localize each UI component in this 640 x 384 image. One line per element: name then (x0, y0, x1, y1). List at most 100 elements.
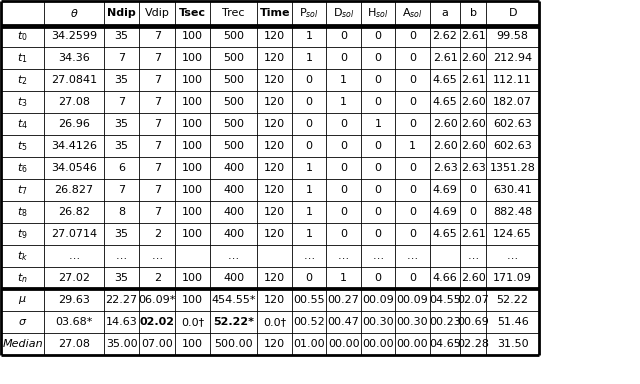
Text: 630.41: 630.41 (493, 185, 532, 195)
Text: 120: 120 (264, 163, 285, 173)
Text: 0: 0 (374, 185, 381, 195)
Text: 100: 100 (182, 141, 203, 151)
Text: 4.65: 4.65 (433, 229, 458, 239)
Text: 00.27: 00.27 (328, 295, 360, 305)
Text: 0: 0 (340, 185, 347, 195)
Text: 0: 0 (340, 163, 347, 173)
Text: 29.63: 29.63 (58, 295, 90, 305)
Text: b: b (470, 8, 477, 18)
Text: 1: 1 (306, 185, 313, 195)
Text: 00.47: 00.47 (328, 317, 360, 327)
Text: 400: 400 (223, 163, 244, 173)
Text: 0: 0 (340, 53, 347, 63)
Text: 0: 0 (409, 185, 416, 195)
Text: 0: 0 (409, 273, 416, 283)
Text: Time: Time (259, 8, 290, 18)
Text: 14.63: 14.63 (106, 317, 138, 327)
Text: 27.0841: 27.0841 (51, 75, 97, 85)
Text: 454.55*: 454.55* (211, 295, 256, 305)
Text: 7: 7 (154, 119, 161, 129)
Text: $\sigma$: $\sigma$ (18, 317, 28, 327)
Text: 35.00: 35.00 (106, 339, 138, 349)
Text: $\theta$: $\theta$ (70, 7, 78, 19)
Text: 22.27: 22.27 (106, 295, 138, 305)
Text: 400: 400 (223, 229, 244, 239)
Text: 02.07: 02.07 (457, 295, 489, 305)
Text: 2.63: 2.63 (461, 163, 486, 173)
Text: 0: 0 (306, 75, 313, 85)
Text: 02.28: 02.28 (457, 339, 489, 349)
Text: $\mathrm{A}_{sol}$: $\mathrm{A}_{sol}$ (402, 6, 423, 20)
Text: $t_2$: $t_2$ (17, 73, 28, 87)
Text: 07.00: 07.00 (141, 339, 173, 349)
Text: 120: 120 (264, 229, 285, 239)
Text: D: D (508, 8, 517, 18)
Text: 2.60: 2.60 (461, 53, 486, 63)
Text: $\mathrm{P}_{sol}$: $\mathrm{P}_{sol}$ (300, 6, 319, 20)
Text: 7: 7 (118, 53, 125, 63)
Text: 35: 35 (115, 31, 129, 41)
Text: 2: 2 (154, 273, 161, 283)
Text: $\mathrm{H}_{sol}$: $\mathrm{H}_{sol}$ (367, 6, 388, 20)
Text: 0: 0 (470, 185, 477, 195)
Text: 500: 500 (223, 53, 244, 63)
Text: 212.94: 212.94 (493, 53, 532, 63)
Text: 0: 0 (374, 229, 381, 239)
Text: 7: 7 (118, 97, 125, 107)
Text: 0: 0 (409, 119, 416, 129)
Text: 602.63: 602.63 (493, 119, 532, 129)
Text: …: … (152, 251, 163, 261)
Text: 00.30: 00.30 (397, 317, 428, 327)
Text: 27.08: 27.08 (58, 339, 90, 349)
Text: 500: 500 (223, 75, 244, 85)
Text: …: … (228, 251, 239, 261)
Text: 35: 35 (115, 229, 129, 239)
Text: $t_6$: $t_6$ (17, 161, 28, 175)
Text: 35: 35 (115, 273, 129, 283)
Text: 100: 100 (182, 207, 203, 217)
Text: 2.61: 2.61 (461, 31, 486, 41)
Text: 0: 0 (374, 207, 381, 217)
Text: Ndip: Ndip (108, 8, 136, 18)
Text: 27.08: 27.08 (58, 97, 90, 107)
Text: 7: 7 (154, 141, 161, 151)
Text: 34.36: 34.36 (58, 53, 90, 63)
Text: 0: 0 (340, 31, 347, 41)
Text: 7: 7 (154, 163, 161, 173)
Text: 2.60: 2.60 (433, 141, 458, 151)
Text: 0: 0 (374, 163, 381, 173)
Text: …: … (116, 251, 127, 261)
Text: …: … (468, 251, 479, 261)
Text: 1: 1 (340, 97, 347, 107)
Text: 51.46: 51.46 (497, 317, 529, 327)
Text: 04.65: 04.65 (429, 339, 461, 349)
Text: 0: 0 (374, 53, 381, 63)
Text: 2.60: 2.60 (461, 97, 486, 107)
Text: …: … (303, 251, 315, 261)
Text: 4.65: 4.65 (433, 75, 458, 85)
Text: $t_3$: $t_3$ (17, 95, 28, 109)
Text: 2.60: 2.60 (461, 119, 486, 129)
Text: 1: 1 (340, 75, 347, 85)
Text: 02.02: 02.02 (140, 317, 175, 327)
Text: 0: 0 (340, 207, 347, 217)
Text: $t_0$: $t_0$ (17, 29, 28, 43)
Text: 2: 2 (154, 229, 161, 239)
Text: 0: 0 (340, 229, 347, 239)
Text: 120: 120 (264, 31, 285, 41)
Text: 100: 100 (182, 273, 203, 283)
Text: 1: 1 (306, 53, 313, 63)
Text: 100: 100 (182, 97, 203, 107)
Text: 99.58: 99.58 (497, 31, 529, 41)
Text: 35: 35 (115, 75, 129, 85)
Text: $t_7$: $t_7$ (17, 183, 28, 197)
Text: 100: 100 (182, 163, 203, 173)
Text: 7: 7 (154, 75, 161, 85)
Text: $t_5$: $t_5$ (17, 139, 28, 153)
Text: 400: 400 (223, 273, 244, 283)
Text: 100: 100 (182, 53, 203, 63)
Text: 120: 120 (264, 339, 285, 349)
Text: 7: 7 (154, 97, 161, 107)
Text: 7: 7 (154, 53, 161, 63)
Text: a: a (442, 8, 449, 18)
